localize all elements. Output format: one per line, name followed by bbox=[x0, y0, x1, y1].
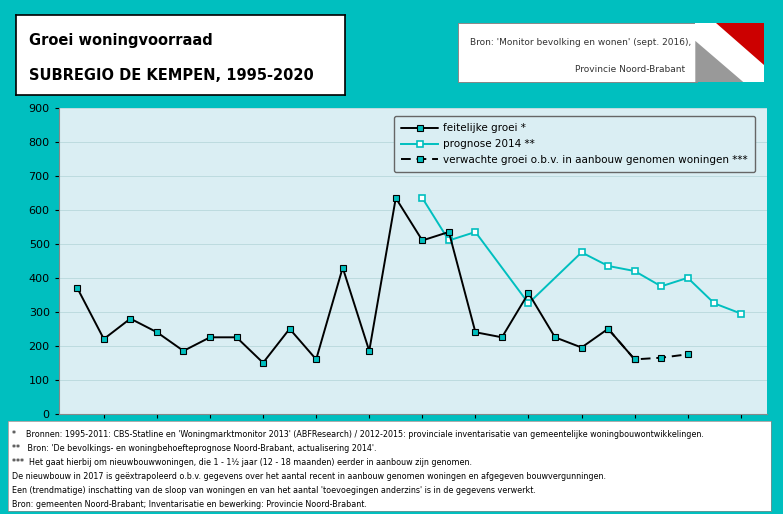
prognose 2014 ** bbox=[709, 300, 719, 306]
prognose 2014 ** bbox=[604, 263, 613, 269]
verwachte groei o.b.v. in aanbouw genomen woningen *** bbox=[604, 326, 613, 332]
feitelijke groei * bbox=[73, 285, 82, 291]
Text: De nieuwbouw in 2017 is geëxtrapoleerd o.b.v. gegevens over het aantal recent in: De nieuwbouw in 2017 is geëxtrapoleerd o… bbox=[12, 472, 605, 481]
feitelijke groei * bbox=[524, 290, 533, 296]
Line: feitelijke groei *: feitelijke groei * bbox=[74, 194, 638, 366]
prognose 2014 ** bbox=[471, 229, 480, 235]
feitelijke groei * bbox=[285, 326, 294, 332]
feitelijke groei * bbox=[497, 334, 507, 340]
Text: **   Bron: 'De bevolkings- en woningbehoefteprognose Noord-Brabant, actualiserin: ** Bron: 'De bevolkings- en woningbehoef… bbox=[12, 445, 376, 453]
feitelijke groei * bbox=[417, 237, 427, 244]
prognose 2014 ** bbox=[524, 300, 533, 306]
prognose 2014 ** bbox=[656, 283, 666, 289]
Text: Groei woningvoorraad: Groei woningvoorraad bbox=[29, 33, 212, 48]
verwachte groei o.b.v. in aanbouw genomen woningen *** bbox=[683, 351, 692, 357]
Text: Bron: 'Monitor bevolking en wonen' (sept. 2016),: Bron: 'Monitor bevolking en wonen' (sept… bbox=[470, 38, 691, 47]
Text: Provincie Noord-Brabant: Provincie Noord-Brabant bbox=[575, 65, 685, 74]
feitelijke groei * bbox=[205, 334, 215, 340]
Text: SUBREGIO DE KEMPEN, 1995-2020: SUBREGIO DE KEMPEN, 1995-2020 bbox=[29, 68, 313, 83]
Polygon shape bbox=[716, 23, 764, 64]
feitelijke groei * bbox=[99, 336, 109, 342]
verwachte groei o.b.v. in aanbouw genomen woningen *** bbox=[656, 355, 666, 361]
Text: ***  Het gaat hierbij om nieuwbouwwoningen, die 1 - 1½ jaar (12 - 18 maanden) ee: *** Het gaat hierbij om nieuwbouwwoninge… bbox=[12, 458, 471, 467]
prognose 2014 ** bbox=[683, 275, 692, 281]
feitelijke groei * bbox=[391, 195, 400, 201]
verwachte groei o.b.v. in aanbouw genomen woningen *** bbox=[630, 356, 640, 362]
prognose 2014 ** bbox=[630, 268, 640, 274]
feitelijke groei * bbox=[471, 329, 480, 335]
Legend: feitelijke groei *, prognose 2014 **, verwachte groei o.b.v. in aanbouw genomen : feitelijke groei *, prognose 2014 **, ve… bbox=[394, 116, 755, 172]
feitelijke groei * bbox=[630, 356, 640, 362]
feitelijke groei * bbox=[312, 356, 321, 362]
feitelijke groei * bbox=[179, 348, 188, 354]
feitelijke groei * bbox=[365, 348, 374, 354]
Line: prognose 2014 **: prognose 2014 ** bbox=[419, 194, 745, 317]
feitelijke groei * bbox=[604, 326, 613, 332]
Text: Bron: gemeenten Noord-Brabant; Inventarisatie en bewerking: Provincie Noord-Brab: Bron: gemeenten Noord-Brabant; Inventari… bbox=[12, 500, 366, 509]
feitelijke groei * bbox=[232, 334, 241, 340]
prognose 2014 ** bbox=[736, 310, 745, 317]
feitelijke groei * bbox=[577, 344, 586, 351]
Polygon shape bbox=[695, 41, 744, 82]
feitelijke groei * bbox=[126, 316, 135, 322]
feitelijke groei * bbox=[258, 360, 268, 366]
feitelijke groei * bbox=[444, 229, 453, 235]
Text: Een (trendmatige) inschatting van de sloop van woningen en van het aantal 'toevo: Een (trendmatige) inschatting van de slo… bbox=[12, 486, 536, 495]
prognose 2014 ** bbox=[444, 237, 453, 244]
feitelijke groei * bbox=[550, 334, 560, 340]
Line: verwachte groei o.b.v. in aanbouw genomen woningen ***: verwachte groei o.b.v. in aanbouw genome… bbox=[604, 325, 691, 363]
Text: *    Bronnen: 1995-2011: CBS-Statline en 'Woningmarktmonitor 2013' (ABFResearch): * Bronnen: 1995-2011: CBS-Statline en 'W… bbox=[12, 431, 703, 439]
prognose 2014 ** bbox=[417, 195, 427, 201]
prognose 2014 ** bbox=[577, 249, 586, 255]
feitelijke groei * bbox=[152, 329, 161, 335]
feitelijke groei * bbox=[338, 265, 348, 271]
